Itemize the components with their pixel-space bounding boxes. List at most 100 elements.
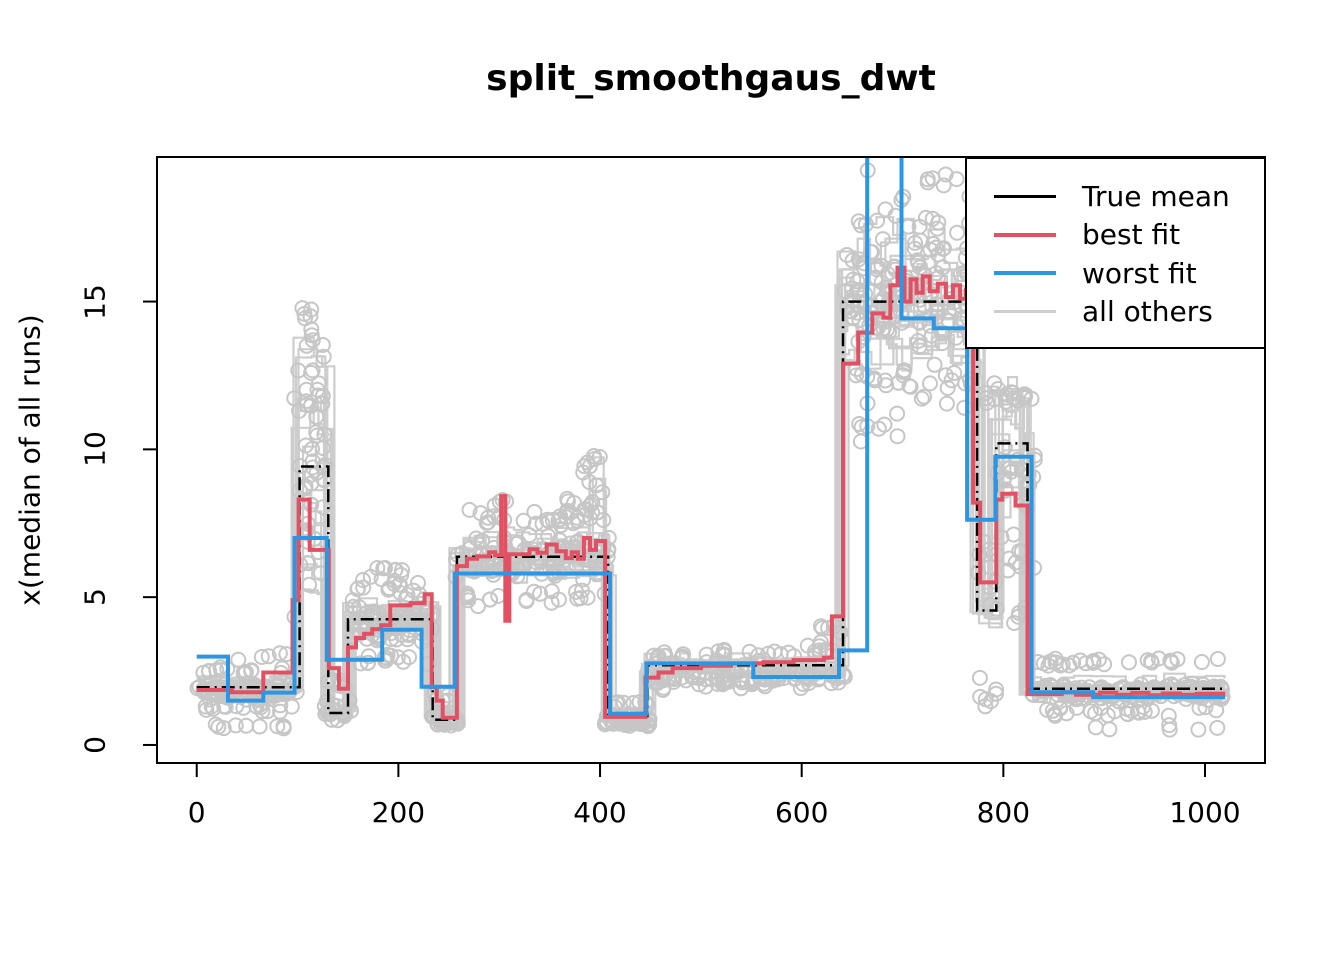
scatter-point	[875, 320, 892, 337]
scatter-point	[401, 649, 418, 666]
scatter-point	[486, 562, 502, 579]
scatter-point	[1090, 651, 1107, 668]
scatter-point	[874, 231, 891, 248]
scatter-point	[849, 298, 866, 315]
scatter-point	[983, 693, 999, 710]
scatter-point	[946, 365, 963, 381]
scatter-point	[550, 512, 567, 529]
scatter-point	[227, 717, 244, 734]
scatter-point	[1191, 699, 1208, 716]
x-tick-label: 200	[371, 796, 426, 829]
scatter-point	[315, 499, 331, 516]
scatter-point	[251, 718, 268, 735]
legend-line-sample	[994, 310, 1056, 313]
scatter-point	[890, 374, 907, 391]
y-tick-label: 5	[78, 588, 112, 607]
scatter-point	[600, 529, 617, 546]
scatter-point	[937, 367, 954, 384]
scatter-point	[868, 261, 885, 278]
scatter-point	[480, 509, 497, 526]
scatter-point	[460, 592, 477, 609]
scatter-point	[559, 490, 576, 507]
scatter-point	[230, 651, 247, 668]
legend-label: True mean	[1082, 179, 1230, 213]
scatter-point	[839, 299, 856, 316]
scatter-point	[911, 314, 928, 331]
scatter-point	[836, 283, 853, 300]
scatter-point	[583, 496, 600, 513]
legend-item: True mean	[967, 177, 1264, 215]
scatter-point	[1129, 703, 1146, 720]
scatter-point	[419, 619, 436, 636]
scatter-point	[576, 458, 593, 475]
scatter-point	[919, 171, 936, 188]
scatter-point	[1193, 654, 1210, 670]
scatter-point	[468, 530, 485, 547]
legend-label: best fit	[1082, 218, 1181, 251]
scatter-point	[410, 574, 426, 591]
scatter-point	[461, 501, 478, 518]
scatter-point	[1009, 460, 1026, 477]
scatter-point	[462, 562, 479, 579]
scatter-point	[534, 515, 551, 532]
scatter-point	[210, 718, 227, 735]
scatter-point	[870, 420, 887, 437]
scatter-point	[814, 620, 831, 637]
scatter-point	[205, 700, 222, 717]
scatter-point	[929, 220, 946, 237]
scatter-point	[856, 260, 873, 277]
scatter-point	[569, 590, 586, 607]
y-tick-label: 10	[78, 431, 112, 468]
legend-line-sample	[994, 194, 1056, 198]
scatter-point	[1101, 721, 1118, 738]
scatter-point	[543, 594, 560, 611]
scatter-point	[308, 408, 325, 425]
scatter-point	[733, 671, 750, 688]
scatter-point	[1190, 721, 1207, 738]
scatter-point	[387, 562, 404, 579]
scatter-point	[910, 333, 927, 349]
scatter-point	[568, 583, 585, 600]
scatter-point	[926, 356, 943, 373]
scatter-point	[697, 678, 714, 695]
scatter-point	[916, 388, 933, 405]
scatter-point	[923, 327, 940, 344]
chart-title: split_smoothgaus_dwt	[486, 58, 936, 99]
scatter-point	[369, 560, 386, 576]
scatter-point	[355, 572, 371, 588]
scatter-point	[201, 663, 217, 680]
scatter-point	[539, 511, 556, 528]
scatter-point	[579, 454, 596, 471]
scatter-point	[1163, 654, 1180, 671]
scatter-point	[294, 300, 311, 317]
scatter-point	[996, 469, 1013, 486]
scatter-point	[275, 720, 292, 737]
scatter-point	[315, 348, 332, 365]
scatter-point	[271, 645, 288, 662]
scatter-point	[1161, 717, 1178, 734]
scatter-point	[936, 240, 952, 257]
scatter-point	[1065, 654, 1082, 671]
scatter-point	[1087, 719, 1104, 736]
scatter-point	[352, 615, 369, 632]
worst-fit-line	[196, 157, 1226, 716]
scatter-point	[880, 295, 897, 312]
scatter-point	[274, 660, 291, 677]
scatter-point	[207, 716, 224, 733]
scatter-point	[677, 672, 694, 689]
scatter-point	[913, 390, 930, 407]
scatter-point	[986, 375, 1003, 392]
scatter-point	[301, 576, 318, 593]
scatter-point	[360, 648, 377, 665]
scatter-point	[581, 474, 598, 490]
scatter-point	[303, 327, 320, 344]
scatter-point	[515, 512, 532, 529]
plot-border	[156, 156, 1266, 764]
scatter-point	[532, 585, 549, 602]
scatter-point	[909, 252, 926, 269]
legend-box: True mean best fit worst fit all others	[965, 157, 1266, 349]
scatter-point	[316, 426, 333, 443]
scatter-point	[1061, 657, 1078, 674]
scatter-point	[1035, 655, 1052, 672]
